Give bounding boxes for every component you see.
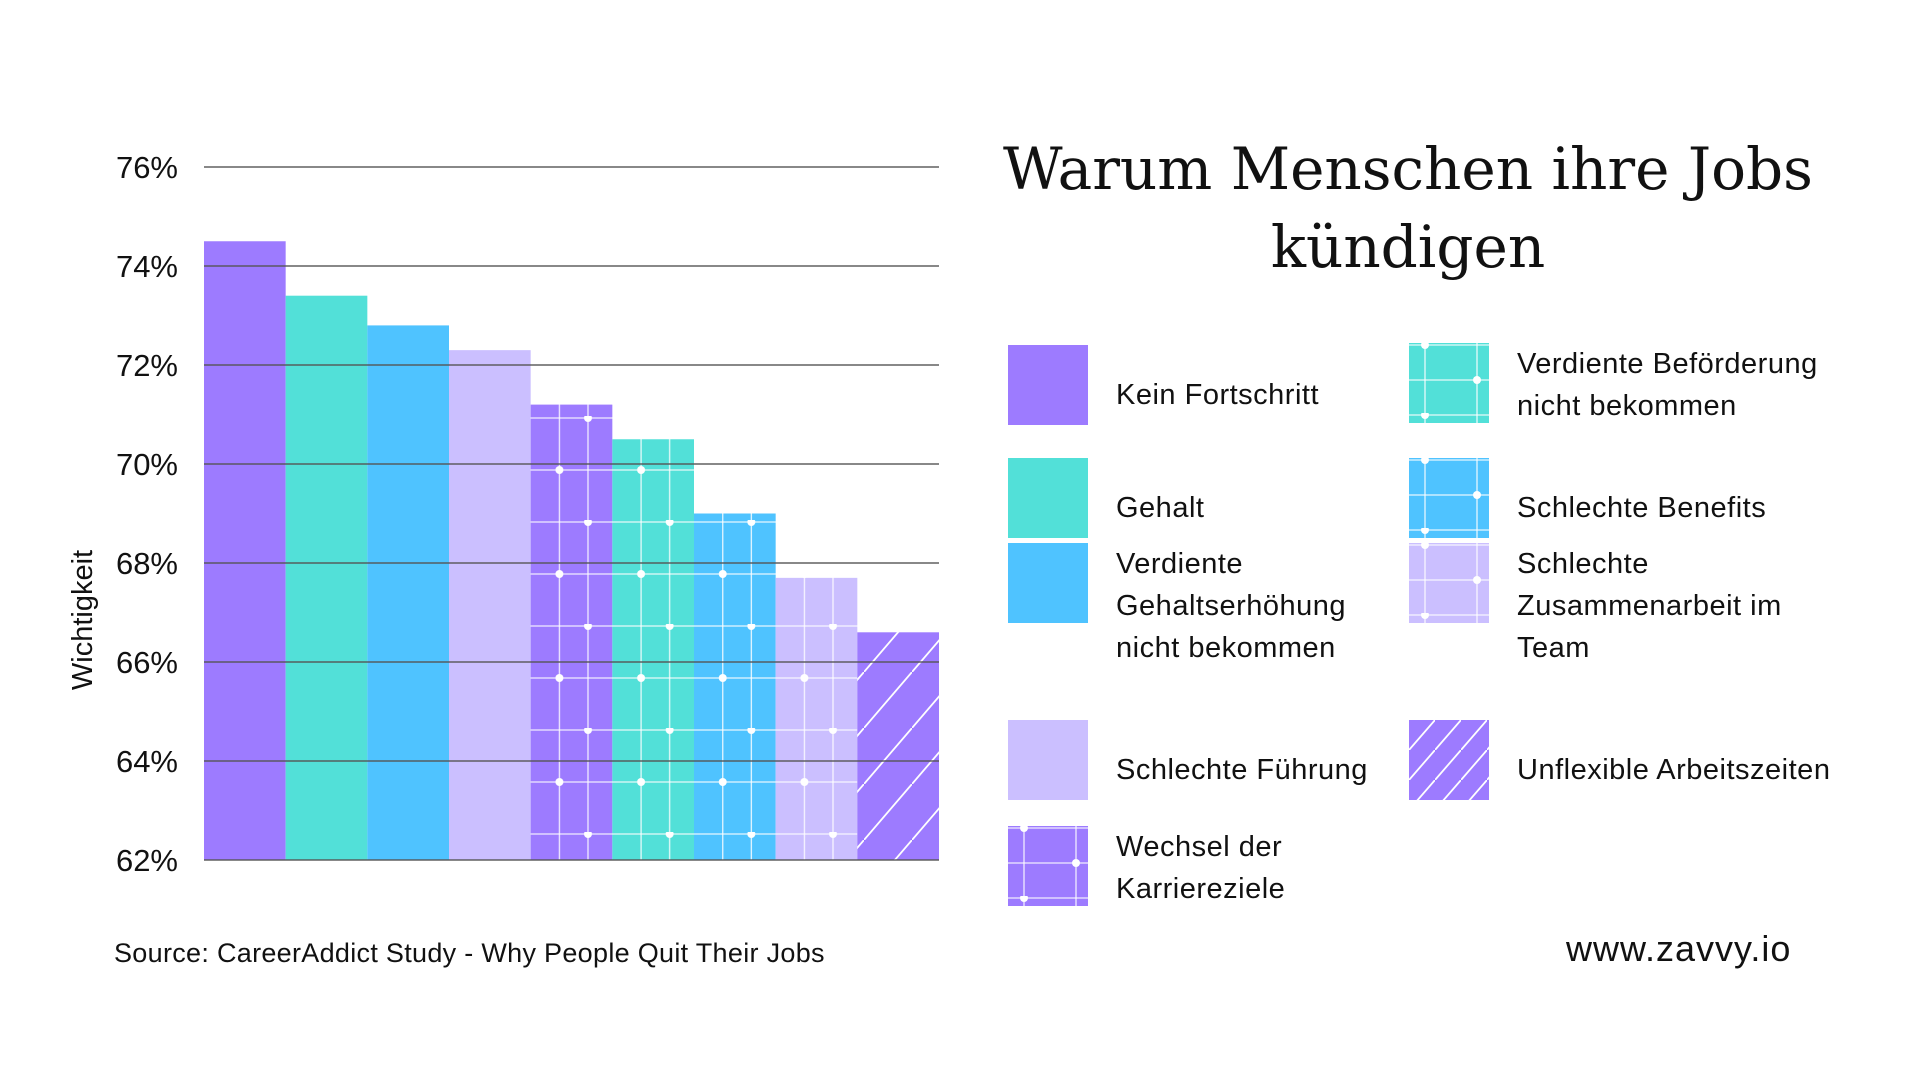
legend-label-line: Schlechte Führung bbox=[1116, 753, 1368, 786]
bar-3 bbox=[367, 325, 449, 860]
legend-label-line: Wechsel der bbox=[1116, 831, 1283, 863]
legend-label-line: nicht bekommen bbox=[1517, 390, 1737, 422]
legend-swatch bbox=[1008, 458, 1088, 538]
legend-label: Schlechte Führung bbox=[1116, 749, 1368, 791]
y-tick-label: 66% bbox=[116, 645, 178, 680]
y-tick-label: 72% bbox=[116, 348, 178, 383]
bar-6 bbox=[612, 439, 694, 860]
y-tick-label: 68% bbox=[116, 546, 178, 581]
legend-swatch bbox=[1008, 543, 1088, 623]
title-line: Warum Menschen ihre Jobs bbox=[1003, 135, 1813, 203]
bar-5 bbox=[530, 404, 613, 860]
legend-swatch bbox=[1409, 720, 1489, 800]
title-line: kündigen bbox=[1270, 213, 1546, 281]
legend-label-line: Unflexible Arbeitszeiten bbox=[1517, 753, 1831, 786]
legend-label-line: Verdiente bbox=[1116, 548, 1244, 580]
y-axis-label: Wichtigkeit bbox=[67, 550, 99, 690]
bar-8 bbox=[775, 577, 858, 860]
legend-label-line: Team bbox=[1517, 632, 1590, 664]
legend-item: Schlechte Führung bbox=[1008, 720, 1368, 800]
source-note: Source: CareerAddict Study - Why People … bbox=[114, 938, 825, 968]
legend-label-line: Schlechte bbox=[1517, 548, 1649, 580]
legend-label-line: Zusammenarbeit im bbox=[1517, 590, 1782, 622]
legend-label: Verdiente Gehaltserhöhung nicht bekommen bbox=[1116, 543, 1346, 669]
legend-item: Gehalt bbox=[1008, 458, 1204, 538]
legend-item: Kein Fortschritt bbox=[1008, 345, 1319, 425]
legend-label: Gehalt bbox=[1116, 487, 1204, 529]
y-tick-label: 70% bbox=[116, 447, 178, 482]
bar-7 bbox=[694, 513, 776, 860]
legend-label-line: Gehalt bbox=[1116, 491, 1205, 524]
bar-4 bbox=[449, 350, 531, 860]
legend-swatch bbox=[1008, 826, 1088, 906]
legend-item: Schlechte Benefits bbox=[1409, 458, 1766, 538]
website-url: www.zavvy.io bbox=[1566, 928, 1792, 969]
y-axis-ticks: 62% 64% 66% 68% 70% 72% 74% 76% bbox=[116, 150, 178, 878]
legend-swatch bbox=[1409, 458, 1489, 538]
chart-title: Warum Menschen ihre Jobs kündigen bbox=[990, 130, 1826, 286]
legend-item: Verdiente Beförderung nicht bekommen bbox=[1409, 343, 1818, 427]
legend-item: Schlechte Zusammenarbeit im Team bbox=[1409, 543, 1782, 669]
legend-item: Unflexible Arbeitszeiten bbox=[1409, 720, 1830, 800]
bar-2 bbox=[285, 295, 368, 860]
y-tick-label: 76% bbox=[116, 150, 178, 185]
legend-label: Schlechte Benefits bbox=[1517, 487, 1766, 529]
legend-swatch bbox=[1008, 345, 1088, 425]
legend-label: Wechsel der Karriereziele bbox=[1116, 826, 1285, 910]
legend-label-line: nicht bekommen bbox=[1116, 632, 1336, 664]
y-tick-label: 64% bbox=[116, 744, 178, 779]
gridlines bbox=[204, 166, 939, 861]
legend-label: Schlechte Zusammenarbeit im Team bbox=[1517, 543, 1782, 669]
legend-label: Verdiente Beförderung nicht bekommen bbox=[1517, 343, 1818, 427]
legend-swatch bbox=[1409, 343, 1489, 423]
legend-label-line: Schlechte Benefits bbox=[1517, 491, 1767, 524]
legend-label: Kein Fortschritt bbox=[1116, 374, 1319, 416]
bar-1 bbox=[204, 241, 286, 860]
legend-label-line: Kein Fortschritt bbox=[1116, 378, 1319, 411]
legend-label-line: Gehaltserhöhung bbox=[1116, 590, 1346, 622]
legend-swatch bbox=[1008, 720, 1088, 800]
legend-label-line: Verdiente Beförderung bbox=[1517, 348, 1818, 380]
legend-item: Wechsel der Karriereziele bbox=[1008, 826, 1285, 910]
legend-swatch bbox=[1409, 543, 1489, 623]
y-tick-label: 62% bbox=[116, 843, 178, 878]
y-tick-label: 74% bbox=[116, 249, 178, 284]
bar-9 bbox=[857, 632, 939, 860]
legend-label: Unflexible Arbeitszeiten bbox=[1517, 749, 1830, 791]
bars bbox=[204, 241, 939, 860]
legend-label-line: Karriereziele bbox=[1116, 873, 1286, 905]
legend-item: Verdiente Gehaltserhöhung nicht bekommen bbox=[1008, 543, 1346, 669]
